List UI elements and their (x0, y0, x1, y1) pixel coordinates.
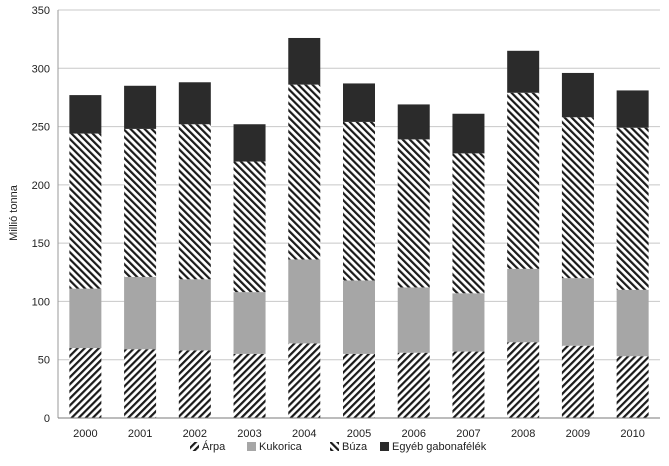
legend-swatch (247, 442, 256, 451)
bar-segment (616, 90, 649, 128)
bar-segment (124, 276, 157, 350)
bar-segment (452, 153, 485, 294)
bar-segment (288, 37, 321, 85)
bar-segment (69, 95, 102, 134)
bar-segment (233, 161, 266, 293)
bar-segment (124, 128, 157, 277)
bar-segment (397, 104, 430, 140)
legend: Árpa Kukorica Búza Egyéb gabonafélék (190, 440, 487, 453)
legend-label: Kukorica (259, 441, 303, 453)
legend-swatch (380, 442, 389, 451)
legend-swatch (330, 442, 339, 451)
y-tick-label: 150 (32, 238, 50, 250)
bar-segment (124, 349, 157, 418)
bar-segment (343, 121, 375, 281)
y-tick-label: 300 (32, 63, 50, 75)
bar-segment (561, 117, 594, 279)
x-tick-label: 2004 (292, 428, 316, 440)
x-tick-label: 2006 (401, 428, 425, 440)
y-tick-label: 350 (32, 5, 50, 17)
bar-segment (343, 83, 375, 122)
bar-segment (343, 353, 375, 418)
x-tick-label: 2008 (511, 428, 535, 440)
legend-item: Kukorica (247, 441, 303, 453)
bar-segment (178, 124, 211, 280)
y-tick-label: 50 (38, 355, 50, 367)
bar-segment (561, 72, 594, 118)
bars (69, 37, 649, 418)
y-tick-label: 250 (32, 122, 50, 134)
legend-item: Búza (330, 441, 368, 453)
bar-segment (288, 343, 321, 418)
bar-segment (397, 352, 430, 418)
bar-segment (452, 351, 485, 418)
y-axis: 0 50 100 150 200 250 300 350 (32, 5, 59, 425)
bar-segment (452, 113, 485, 154)
bar-segment (507, 342, 540, 418)
bar-segment (343, 280, 375, 354)
bar-segment (561, 345, 594, 418)
bar-segment (178, 82, 211, 125)
legend-item: Egyéb gabonafélék (380, 441, 487, 453)
bar-segment (233, 353, 266, 418)
y-tick-label: 200 (32, 180, 50, 192)
bar-segment (507, 50, 540, 93)
bar-segment (561, 278, 594, 346)
x-tick-label: 2005 (347, 428, 371, 440)
x-tick-label: 2007 (456, 428, 480, 440)
legend-swatch (190, 442, 199, 451)
bar-segment (69, 133, 102, 289)
bar-segment (452, 293, 485, 352)
x-tick-label: 2002 (183, 428, 207, 440)
bar-segment (233, 124, 266, 162)
bar-segment (69, 348, 102, 418)
x-tick-label: 2003 (237, 428, 261, 440)
x-tick-label: 2001 (128, 428, 152, 440)
bar-segment (178, 279, 211, 351)
x-axis: 2000 2001 2002 2003 2004 2005 2006 2007 2008 2009… (58, 417, 660, 440)
legend-item: Árpa (190, 440, 226, 453)
x-tick-label: 2010 (620, 428, 644, 440)
bar-segment (178, 350, 211, 418)
legend-label: Árpa (202, 440, 226, 453)
bar-segment (616, 356, 649, 418)
bar-segment (124, 85, 157, 129)
bar-segment (233, 292, 266, 354)
bar-segment (288, 84, 321, 260)
x-tick-label: 2000 (73, 428, 97, 440)
x-tick-label: 2009 (566, 428, 590, 440)
bar-segment (507, 268, 540, 343)
bar-segment (616, 127, 649, 290)
bar-segment (69, 288, 102, 349)
bar-segment (507, 92, 540, 269)
bar-segment (397, 287, 430, 353)
y-axis-title: Millió tonna (8, 184, 20, 241)
bar-segment (288, 259, 321, 344)
legend-label: Búza (342, 441, 368, 453)
legend-label: Egyéb gabonafélék (392, 441, 487, 453)
bar-segment (616, 289, 649, 357)
y-tick-label: 0 (44, 413, 50, 425)
y-tick-label: 100 (32, 296, 50, 308)
bar-segment (397, 139, 430, 288)
